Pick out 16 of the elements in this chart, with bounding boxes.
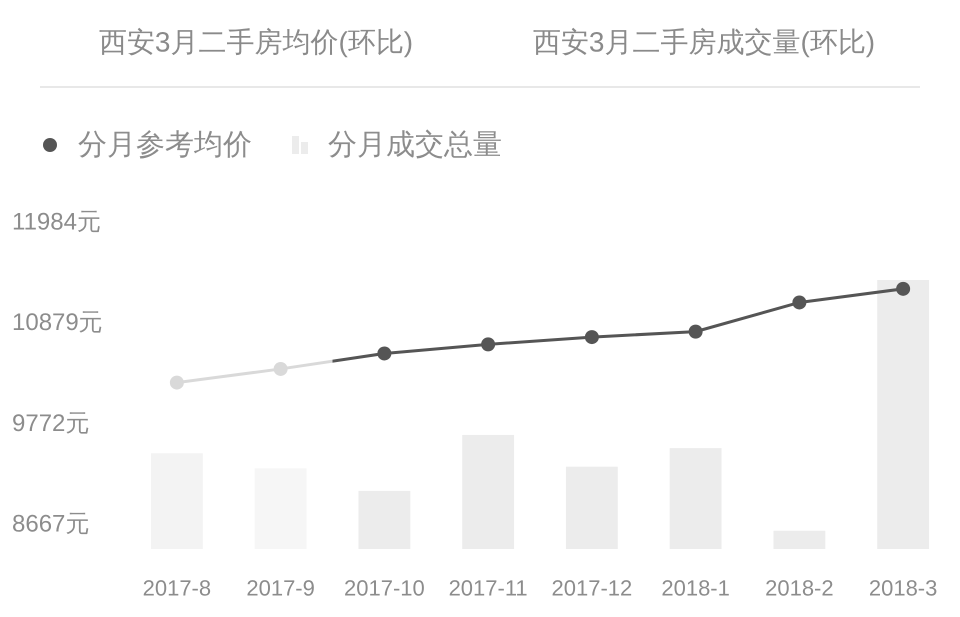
x-tick-label: 2017-12 <box>552 576 632 600</box>
x-tick-label: 2017-8 <box>142 576 212 600</box>
title: 西安3月二手房均价(环比) <box>98 26 414 58</box>
x-tick-label: 2017-9 <box>246 576 315 600</box>
x-tick-label: 2018-2 <box>765 576 834 600</box>
y-tick-label: 11984元 <box>12 208 101 236</box>
x-tick-label: 2017-11 <box>448 576 528 600</box>
y-tick-label: 8667元 <box>12 510 90 538</box>
x-tick-label: 2017-10 <box>344 576 425 600</box>
legend-label: 分月成交总量 <box>328 129 502 161</box>
x-tick-label: 2018-1 <box>661 576 730 600</box>
x-tick-label: 2018-3 <box>868 576 938 600</box>
y-tick-label: 10879元 <box>12 309 103 336</box>
legend-label: 分月参考均价 <box>78 129 252 161</box>
subtitle: 西安3月二手房成交量(环比) <box>532 26 876 58</box>
y-tick-label: 9772元 <box>12 410 90 437</box>
